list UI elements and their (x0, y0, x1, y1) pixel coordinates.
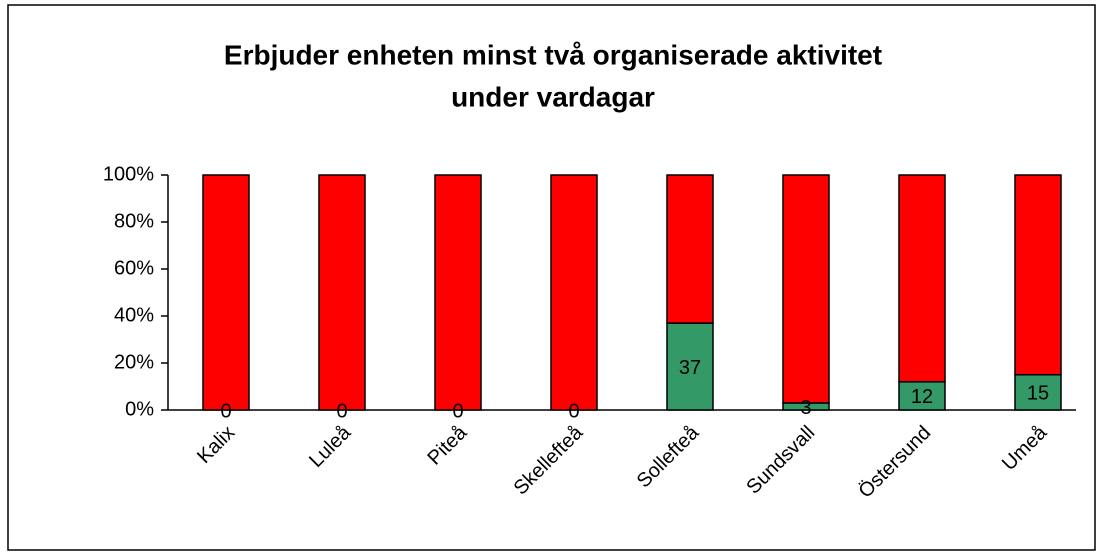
data-label: 0 (568, 400, 579, 422)
chart-title: Erbjuder enheten minst två organiserade … (224, 39, 882, 70)
bar-segment (318, 174, 366, 411)
data-label: 15 (1027, 383, 1049, 405)
y-tick-label: 40% (114, 304, 154, 326)
bar-segment (550, 174, 598, 411)
y-tick-label: 0% (125, 398, 154, 420)
data-label: 0 (452, 400, 463, 422)
bar-segment (782, 174, 830, 404)
bar-segment (666, 174, 714, 324)
bar-segment (434, 174, 482, 411)
chart-title: under vardagar (451, 81, 655, 112)
y-tick-label: 100% (103, 163, 154, 185)
bar-segment (1014, 174, 1062, 376)
data-label: 37 (679, 357, 701, 379)
y-tick-label: 20% (114, 351, 154, 373)
data-label: 3 (800, 397, 811, 419)
data-label: 12 (911, 386, 933, 408)
bar-segment (202, 174, 250, 411)
y-tick-label: 80% (114, 210, 154, 232)
bar-segment (898, 381, 946, 411)
bar-segment (666, 322, 714, 411)
data-label: 0 (336, 400, 347, 422)
data-label: 0 (220, 400, 231, 422)
y-tick-label: 60% (114, 257, 154, 279)
bar-segment (898, 174, 946, 383)
bar-segment (1014, 374, 1062, 411)
